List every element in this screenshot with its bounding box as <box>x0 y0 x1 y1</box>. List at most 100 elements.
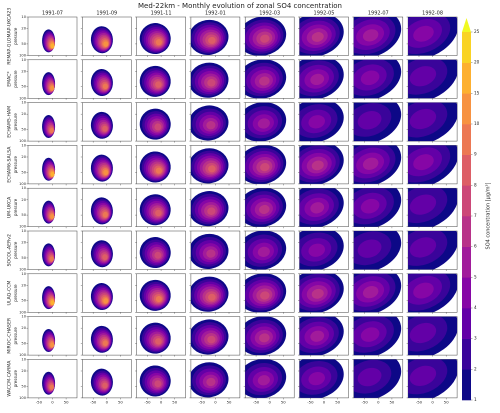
contour-fill <box>308 243 325 257</box>
contours <box>42 286 56 310</box>
x-tick-label: 0 <box>106 399 109 404</box>
colorbar-band <box>462 154 471 186</box>
contour-fill <box>360 327 380 342</box>
y-tick-label: 50 <box>21 342 26 346</box>
y-tick-label: 100 <box>19 182 27 186</box>
contour-fill <box>155 295 162 303</box>
colorbar-band <box>462 308 471 339</box>
contour-fill <box>155 39 162 46</box>
contours <box>139 108 171 140</box>
contour-fill <box>102 125 108 132</box>
contour-fill <box>409 322 437 344</box>
contours <box>353 102 402 142</box>
contour-fill <box>207 78 216 87</box>
contour-fill <box>311 32 324 42</box>
contour-fill <box>49 256 54 262</box>
colorbar-band <box>462 277 471 309</box>
contours <box>139 365 171 397</box>
y-tick-label: 10 <box>21 272 26 276</box>
contour-fill <box>257 246 270 258</box>
column-header: 1991-11 <box>151 11 172 17</box>
y-tick-label: 10 <box>21 15 26 19</box>
y-tick-label: 20 <box>21 155 26 159</box>
y-axis-label: pressure <box>13 284 18 302</box>
x-tick-label: 50 <box>64 399 69 404</box>
contours <box>139 65 171 97</box>
contour-fill <box>102 211 108 218</box>
y-axis-label: pressure <box>13 27 18 45</box>
contours <box>90 197 113 225</box>
contours <box>90 325 113 353</box>
contours <box>353 359 402 398</box>
y-axis-label: pressure <box>13 155 18 173</box>
contour-fill <box>208 165 216 173</box>
contours <box>408 359 458 398</box>
y-tick-label: 20 <box>21 27 26 31</box>
y-tick-label: 100 <box>19 353 27 357</box>
y-tick-label: 100 <box>19 54 27 58</box>
x-tick-label: 50 <box>172 399 177 404</box>
contours <box>245 102 287 142</box>
contours <box>408 316 458 356</box>
contour-fill <box>310 202 325 214</box>
contours <box>90 368 113 396</box>
x-tick-label: 50 <box>444 399 449 404</box>
colorbar-band <box>462 338 471 370</box>
contours <box>139 194 171 226</box>
contour-fill <box>50 342 55 348</box>
y-tick-label: 100 <box>19 225 27 229</box>
x-tick-label: -50 <box>416 399 423 404</box>
x-tick-label: -50 <box>90 399 97 404</box>
colorbar-tick-label: 8 <box>474 182 477 187</box>
colorbar-tick-label: 25 <box>474 29 480 34</box>
y-axis-label: pressure <box>13 369 18 387</box>
contour-fill <box>50 171 55 177</box>
contours <box>42 157 56 181</box>
y-tick-label: 50 <box>21 384 26 388</box>
contours <box>408 145 458 184</box>
y-axis-label: pressure <box>13 198 18 216</box>
contour-fill <box>260 162 270 172</box>
contour-fill <box>413 25 434 42</box>
colorbar-band <box>462 124 471 155</box>
x-tick-label: -50 <box>253 399 260 404</box>
row-label: ECHAM5-HAM <box>7 106 13 138</box>
contour-fill <box>208 293 216 301</box>
contours <box>353 17 402 56</box>
colorbar-band <box>462 216 471 247</box>
contour-fill <box>257 118 270 129</box>
contours <box>190 319 229 355</box>
contours <box>90 240 113 268</box>
contours <box>42 114 56 138</box>
colorbar-label: SO4 concentration [µg/m³] <box>486 182 492 249</box>
contours <box>190 62 229 98</box>
contour-fill <box>49 127 54 134</box>
contour-fill <box>409 237 437 258</box>
y-tick-label: 50 <box>21 213 26 217</box>
contour-fill <box>257 375 270 386</box>
contour-fill <box>155 167 162 174</box>
x-tick-label: 50 <box>335 399 340 404</box>
x-tick-label: 50 <box>389 399 394 404</box>
x-tick-label: -50 <box>199 399 206 404</box>
contours <box>353 273 402 313</box>
column-header: 1991-07 <box>42 11 63 17</box>
contours <box>190 362 229 398</box>
contour-fill <box>310 330 325 342</box>
contour-fill <box>155 81 162 88</box>
colorbar-tick-label: 15 <box>474 90 480 95</box>
y-tick-label: 10 <box>21 101 26 105</box>
contour-fill <box>409 194 437 215</box>
column-header: 1992-01 <box>205 11 226 17</box>
contour-fill <box>260 291 270 300</box>
contour-fill <box>102 340 108 346</box>
colorbar-band <box>462 246 471 278</box>
contour-fill <box>409 108 437 130</box>
x-tick-label: 50 <box>118 399 123 404</box>
contour-fill <box>102 382 108 389</box>
contours <box>42 200 56 224</box>
x-tick-label: -50 <box>362 399 369 404</box>
row-label: EMAC* <box>7 71 13 87</box>
y-tick-label: 10 <box>21 315 26 319</box>
y-tick-label: 10 <box>21 229 26 233</box>
